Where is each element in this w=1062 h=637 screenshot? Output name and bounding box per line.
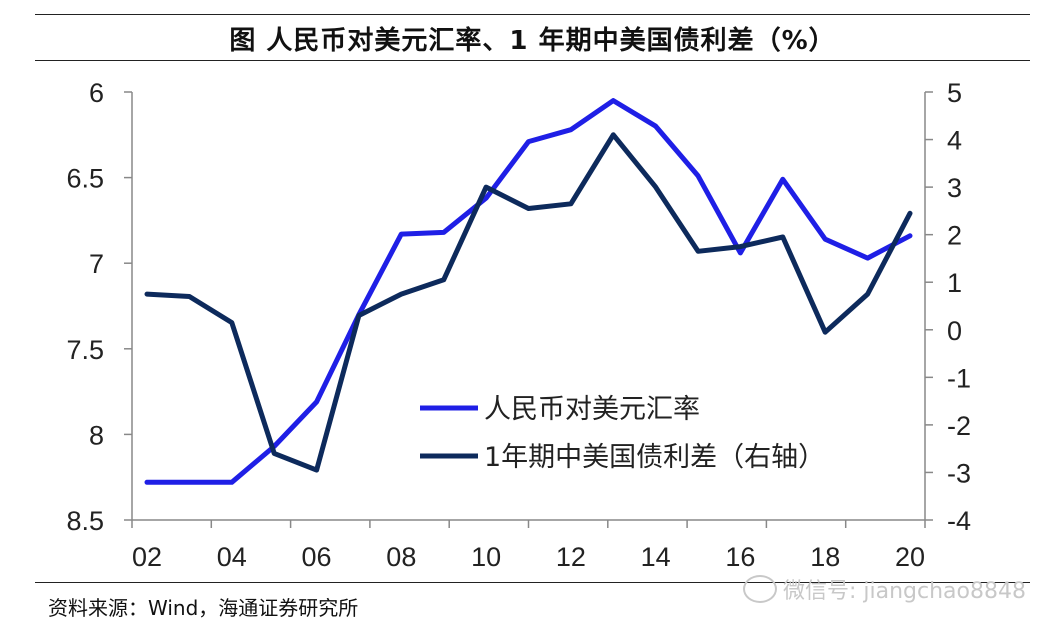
left-tick-label: 8 xyxy=(89,420,104,450)
x-tick-label: 10 xyxy=(471,542,501,572)
left-tick-label: 8.5 xyxy=(66,506,104,536)
left-tick-label: 6.5 xyxy=(66,164,104,194)
x-tick-label: 20 xyxy=(895,542,925,572)
series-line-cny-usd-rate xyxy=(144,98,913,485)
legend: 人民币对美元汇率 1年期中美国债利差（右轴） xyxy=(420,394,825,473)
left-tick-label: 7.5 xyxy=(66,335,104,365)
watermark-text: 微信号: jiangchao8848 xyxy=(783,579,1026,604)
series-line-bond-spread xyxy=(144,132,913,473)
top-rule xyxy=(35,14,1030,15)
right-tick-label: -1 xyxy=(947,363,971,393)
wechat-icon xyxy=(743,575,777,603)
x-tick-label: 02 xyxy=(132,542,162,572)
left-tick-label: 6 xyxy=(89,78,104,108)
x-tick-label: 06 xyxy=(302,542,332,572)
x-tick-label: 04 xyxy=(217,542,247,572)
legend-label: 人民币对美元汇率 xyxy=(484,394,700,425)
x-tick-label: 16 xyxy=(725,542,755,572)
x-tick-label: 14 xyxy=(641,542,671,572)
right-tick-label: 4 xyxy=(947,126,962,156)
right-tick-label: 3 xyxy=(947,173,962,203)
watermark: 微信号: jiangchao8848 xyxy=(743,573,1026,605)
left-tick-label: 7 xyxy=(89,249,104,279)
chart-title: 图 人民币对美元汇率、1 年期中美国债利差（%） xyxy=(229,26,836,56)
right-tick-label: 1 xyxy=(947,268,962,298)
right-tick-label: -4 xyxy=(947,506,971,536)
x-tick-label: 08 xyxy=(386,542,416,572)
legend-label: 1年期中美国债利差（右轴） xyxy=(484,442,825,473)
title-rule xyxy=(35,60,1030,61)
right-tick-label: 2 xyxy=(947,221,962,251)
right-tick-label: 0 xyxy=(947,316,962,346)
x-tick-label: 12 xyxy=(556,542,586,572)
series-lines xyxy=(144,98,913,485)
right-tick-label: -2 xyxy=(947,411,971,441)
x-tick-label: 18 xyxy=(810,542,840,572)
source-note: 资料来源：Wind，海通证券研究所 xyxy=(48,596,359,620)
right-tick-label: -3 xyxy=(947,458,971,488)
right-tick-label: 5 xyxy=(947,78,962,108)
bottom-rule xyxy=(35,582,1030,583)
